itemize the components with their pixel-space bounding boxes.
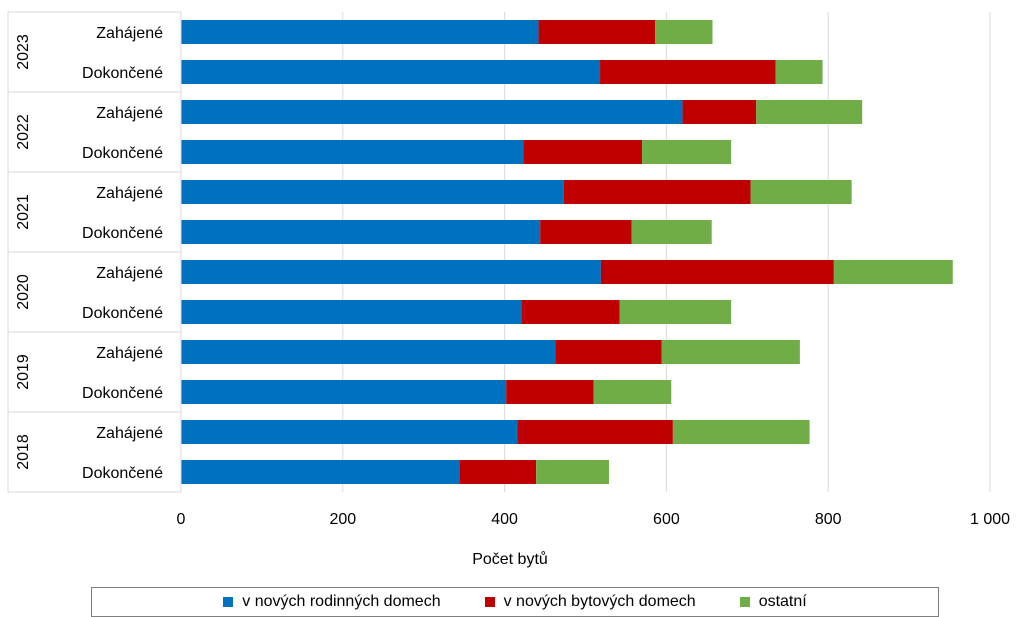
- year-label: 2023: [15, 34, 32, 70]
- legend-swatch: [739, 597, 750, 607]
- bar-segment: [619, 300, 732, 324]
- legend-item: ostatní: [739, 593, 807, 611]
- category-label: Dokončené: [82, 65, 163, 82]
- bar-segment: [536, 460, 609, 484]
- stacked-bar-chart: 2023 Zahájené Dokončené 2022 Zahájené Dokonče…: [7, 11, 1011, 568]
- legend: v nových rodinných domech v nových bytový…: [91, 587, 939, 617]
- bar-segment: [181, 340, 556, 364]
- category-axis: 2023 Zahájené Dokončené 2022 Zahájené Dokonče…: [7, 11, 182, 493]
- bar-segment: [661, 340, 800, 364]
- bar-segment: [181, 140, 524, 164]
- bar-segment: [181, 180, 564, 204]
- bars: [181, 20, 953, 484]
- bar-segment: [521, 300, 620, 324]
- bar-segment: [600, 260, 834, 284]
- category-label: Dokončené: [82, 385, 163, 402]
- legend-swatch: [484, 597, 495, 607]
- bar-segment: [181, 60, 601, 84]
- bar-segment: [181, 100, 683, 124]
- year-label: 2018: [15, 434, 32, 470]
- bar-segment: [540, 220, 632, 244]
- year-label: 2021: [15, 194, 32, 230]
- category-label: Zahájené: [96, 105, 163, 122]
- category-label: Dokončené: [82, 145, 163, 162]
- bar-segment: [672, 420, 810, 444]
- legend-swatch: [223, 597, 234, 607]
- gridlines: [342, 12, 991, 492]
- category-label: Dokončené: [82, 465, 163, 482]
- bar-segment: [756, 100, 863, 124]
- category-label: Dokončené: [82, 225, 163, 242]
- category-label: Zahájené: [96, 345, 163, 362]
- x-tick-label: 400: [491, 511, 518, 528]
- bar-segment: [181, 260, 601, 284]
- bar-segment: [181, 420, 518, 444]
- x-tick-labels: 0 200 400 600 800 1 000: [177, 511, 1011, 528]
- bar-segment: [600, 60, 776, 84]
- x-tick-label: 0: [177, 511, 186, 528]
- bar-segment: [750, 180, 852, 204]
- year-label: 2019: [15, 354, 32, 390]
- legend-label: v nových rodinných domech: [242, 593, 441, 610]
- bar-segment: [517, 420, 673, 444]
- bar-segment: [459, 460, 537, 484]
- year-label: 2022: [15, 114, 32, 150]
- category-label: Zahájené: [96, 25, 163, 42]
- bar-segment: [555, 340, 662, 364]
- bar-segment: [181, 460, 460, 484]
- legend-label: ostatní: [758, 593, 807, 610]
- bar-segment: [538, 20, 656, 44]
- bar-segment: [642, 140, 732, 164]
- category-label: Zahájené: [96, 185, 163, 202]
- legend-item: v nových rodinných domech: [223, 593, 441, 611]
- bar-segment: [833, 260, 953, 284]
- category-label: Zahájené: [96, 425, 163, 442]
- bar-segment: [593, 380, 672, 404]
- x-tick-label: 600: [653, 511, 680, 528]
- bar-segment: [631, 220, 712, 244]
- bar-segment: [181, 20, 539, 44]
- x-tick-label: 800: [815, 511, 842, 528]
- bar-segment: [181, 220, 541, 244]
- bar-segment: [181, 380, 507, 404]
- bar-segment: [563, 180, 751, 204]
- legend-label: v nových bytových domech: [503, 593, 696, 610]
- bar-segment: [682, 100, 757, 124]
- bar-segment: [506, 380, 594, 404]
- bar-segment: [775, 60, 823, 84]
- bar-segment: [655, 20, 713, 44]
- x-tick-label: 200: [329, 511, 356, 528]
- x-axis-title: Počet bytů: [472, 550, 548, 568]
- year-label: 2020: [15, 274, 32, 310]
- bar-segment: [523, 140, 643, 164]
- category-label: Dokončené: [82, 305, 163, 322]
- bar-segment: [181, 300, 522, 324]
- legend-item: v nových bytových domech: [484, 593, 696, 611]
- category-label: Zahájené: [96, 265, 163, 282]
- x-tick-label: 1 000: [970, 511, 1010, 528]
